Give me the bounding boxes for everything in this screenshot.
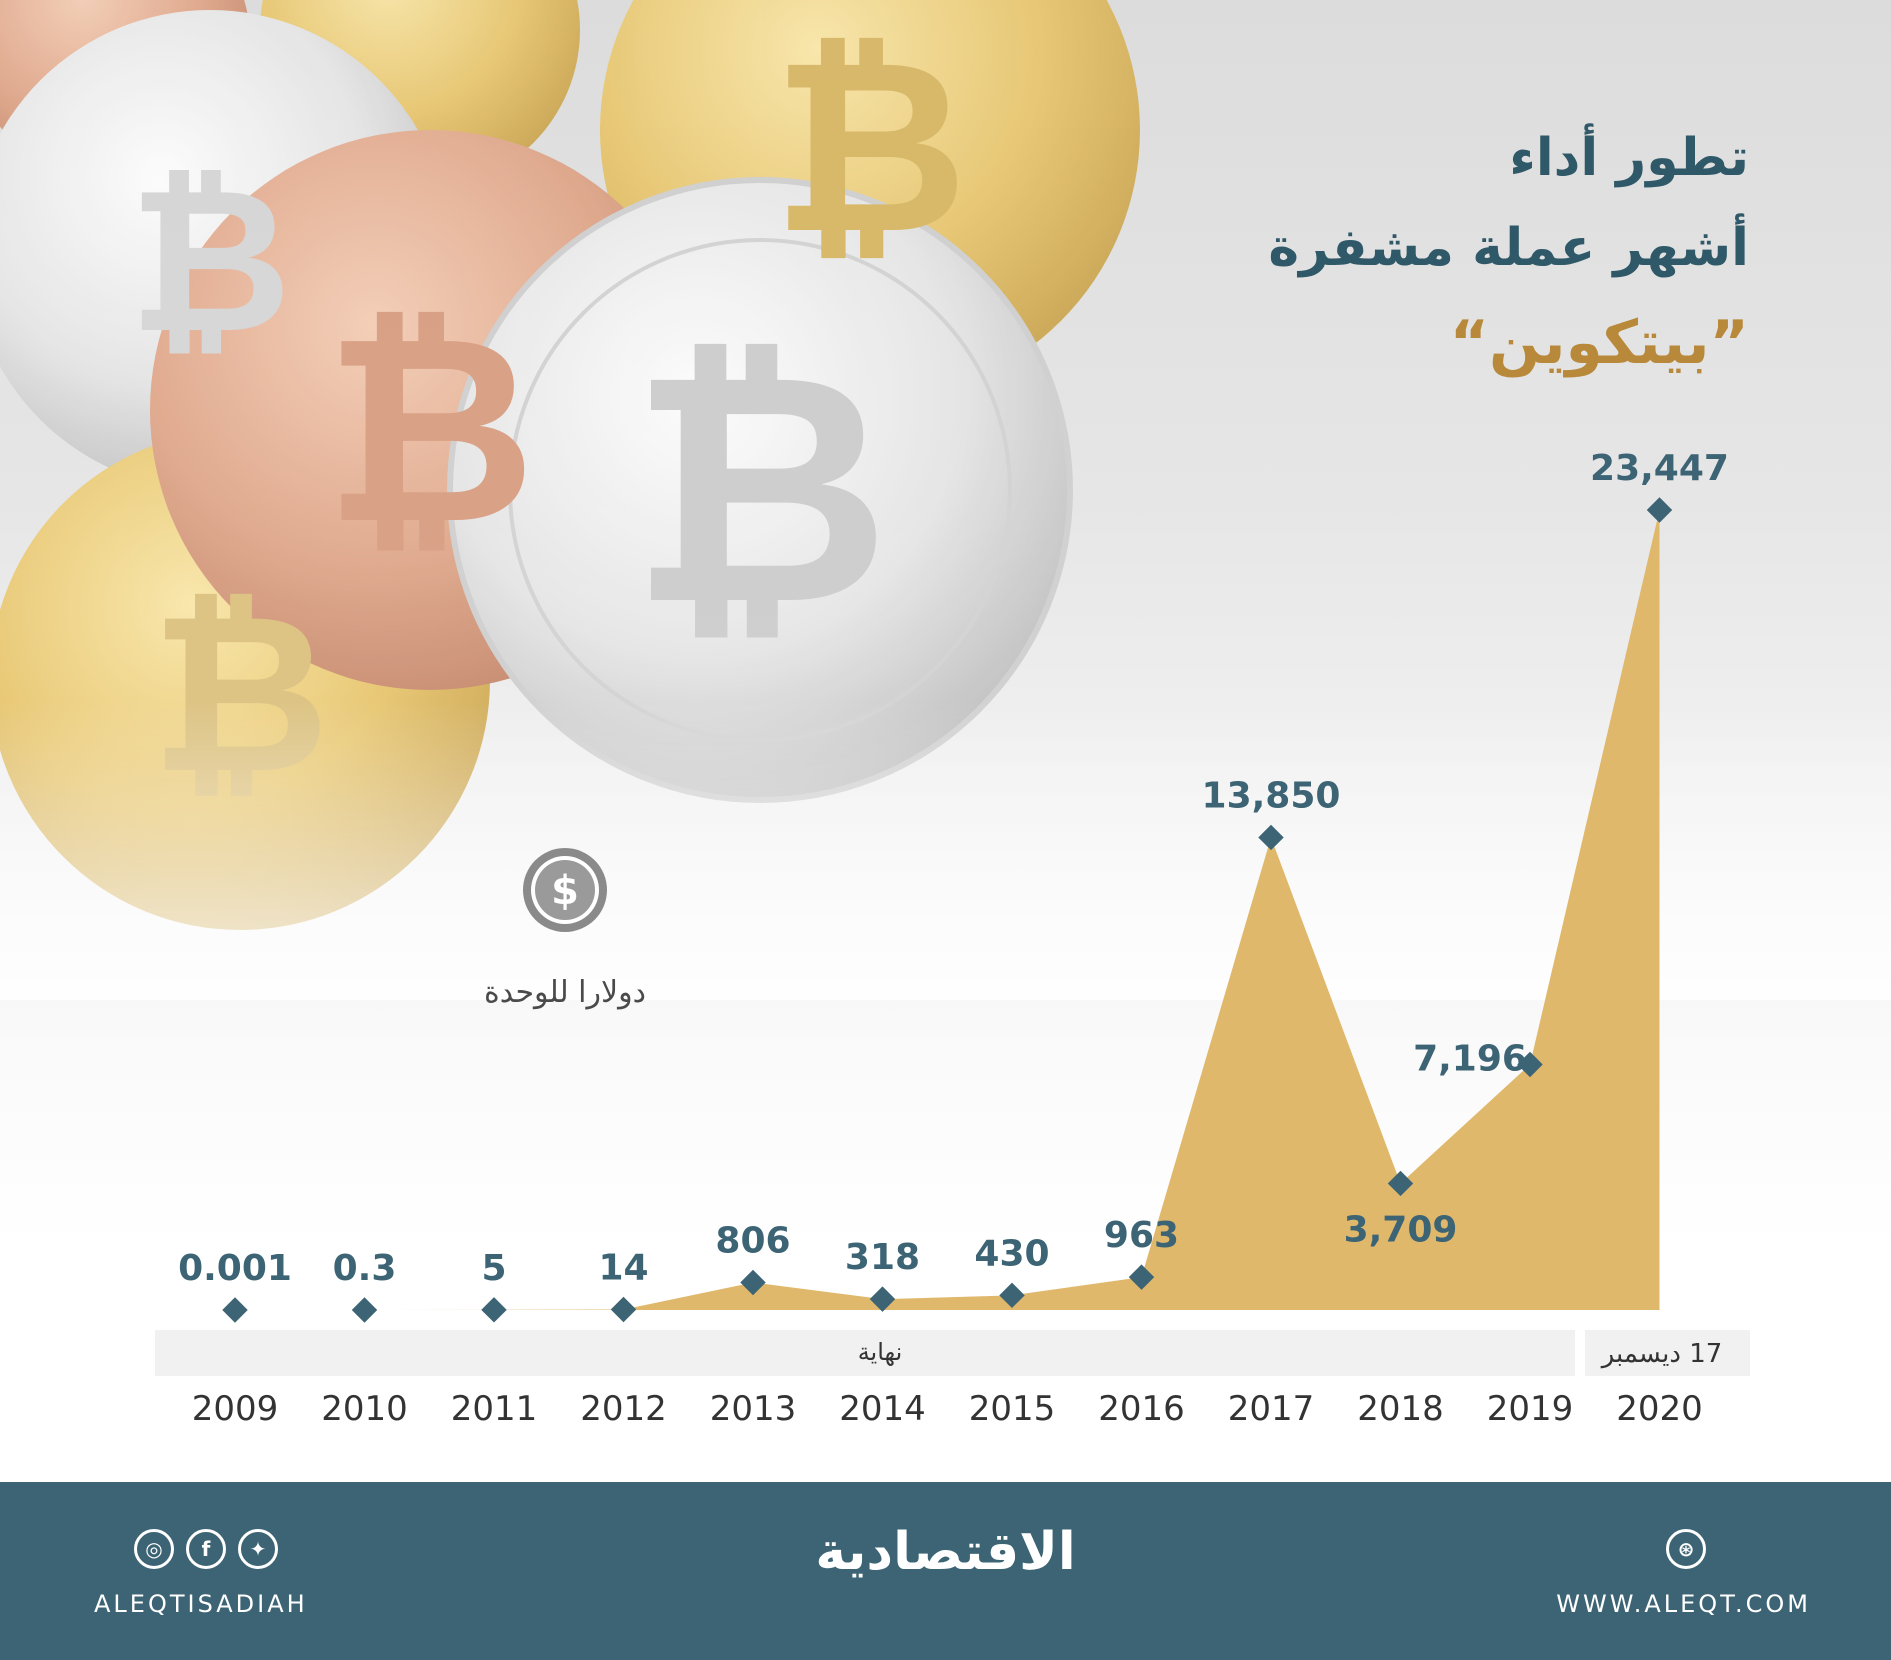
data-point-2009	[222, 1297, 248, 1323]
data-label-2017: 13,850	[1202, 775, 1341, 816]
dollar-coin-icon: $	[523, 848, 607, 932]
data-label-2015: 430	[974, 1233, 1049, 1274]
data-label-2020: 23,447	[1590, 448, 1729, 489]
price-chart: نهاية 17 ديسمبر 0.001 2009 0.3 2010 5 2011 14 2…	[155, 448, 1750, 1429]
title-line-2: أشهر عملة مشفرة	[1268, 218, 1749, 278]
data-label-2014: 318	[845, 1237, 920, 1278]
data-label-2009: 0.001	[178, 1248, 292, 1289]
data-point-2012	[610, 1296, 637, 1323]
title-line-1: تطور أداء	[1509, 128, 1749, 188]
footer-bar: ◎ f ✦ ALEQTISADIAH الاقتصادية ⊛ WWW.ALEQ…	[0, 1482, 1891, 1660]
data-label-2012: 14	[598, 1248, 648, 1289]
data-label-2016: 963	[1104, 1215, 1179, 1256]
end-of-year-note: نهاية	[858, 1338, 903, 1366]
unit-label: دولارا للوحدة	[484, 975, 646, 1010]
x-tick-2012: 2012	[580, 1389, 667, 1429]
date-2020-note: 17 ديسمبر	[1600, 1339, 1723, 1369]
x-tick-2011: 2011	[451, 1389, 538, 1429]
x-tick-2017: 2017	[1228, 1389, 1315, 1429]
price-area	[235, 510, 1660, 1310]
data-label-2018: 3,709	[1344, 1209, 1458, 1250]
data-label-2011: 5	[481, 1248, 506, 1289]
x-tick-2009: 2009	[192, 1389, 279, 1429]
data-point-2011	[481, 1297, 507, 1323]
title-line-3: ”بيتكوين“	[1449, 308, 1749, 378]
instagram-icon[interactable]: ◎	[134, 1529, 174, 1569]
data-point-2010	[351, 1297, 378, 1323]
data-label-2010: 0.3	[333, 1248, 397, 1289]
axis-band-2020	[1585, 1330, 1750, 1376]
publication-logo: الاقتصادية	[815, 1522, 1076, 1582]
data-label-2013: 806	[715, 1220, 790, 1261]
x-tick-2019: 2019	[1487, 1389, 1574, 1429]
facebook-icon[interactable]: f	[186, 1529, 226, 1569]
dribbble-icon[interactable]: ⊛	[1666, 1529, 1706, 1569]
x-tick-2010: 2010	[321, 1389, 408, 1429]
x-tick-2020: 2020	[1616, 1389, 1703, 1429]
x-tick-2015: 2015	[969, 1389, 1056, 1429]
x-tick-2016: 2016	[1098, 1389, 1185, 1429]
svg-text:$: $	[551, 868, 579, 914]
x-tick-2018: 2018	[1357, 1389, 1444, 1429]
axis-band-end-of-year	[155, 1330, 1575, 1376]
social-handle[interactable]: ALEQTISADIAH	[94, 1590, 308, 1618]
x-tick-2013: 2013	[710, 1389, 797, 1429]
twitter-icon[interactable]: ✦	[238, 1529, 278, 1569]
website-url[interactable]: WWW.ALEQT.COM	[1556, 1590, 1811, 1618]
bitcoin-coins-image: ₿ ₿ ₿ ₿ ₿	[0, 0, 1891, 1000]
x-tick-2014: 2014	[839, 1389, 926, 1429]
data-label-2019: 7,196	[1413, 1038, 1527, 1079]
data-point-2020	[1646, 497, 1673, 523]
data-point-2017	[1258, 824, 1284, 851]
